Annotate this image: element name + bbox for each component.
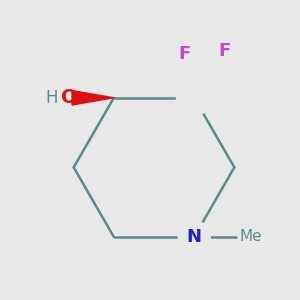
Text: Me: Me [240,230,262,244]
Text: F: F [178,45,191,63]
Text: F: F [219,42,231,60]
Polygon shape [72,91,114,105]
Circle shape [176,80,212,116]
Text: N: N [187,228,202,246]
Circle shape [178,221,210,253]
Text: H: H [45,89,58,107]
Text: O: O [61,88,78,107]
